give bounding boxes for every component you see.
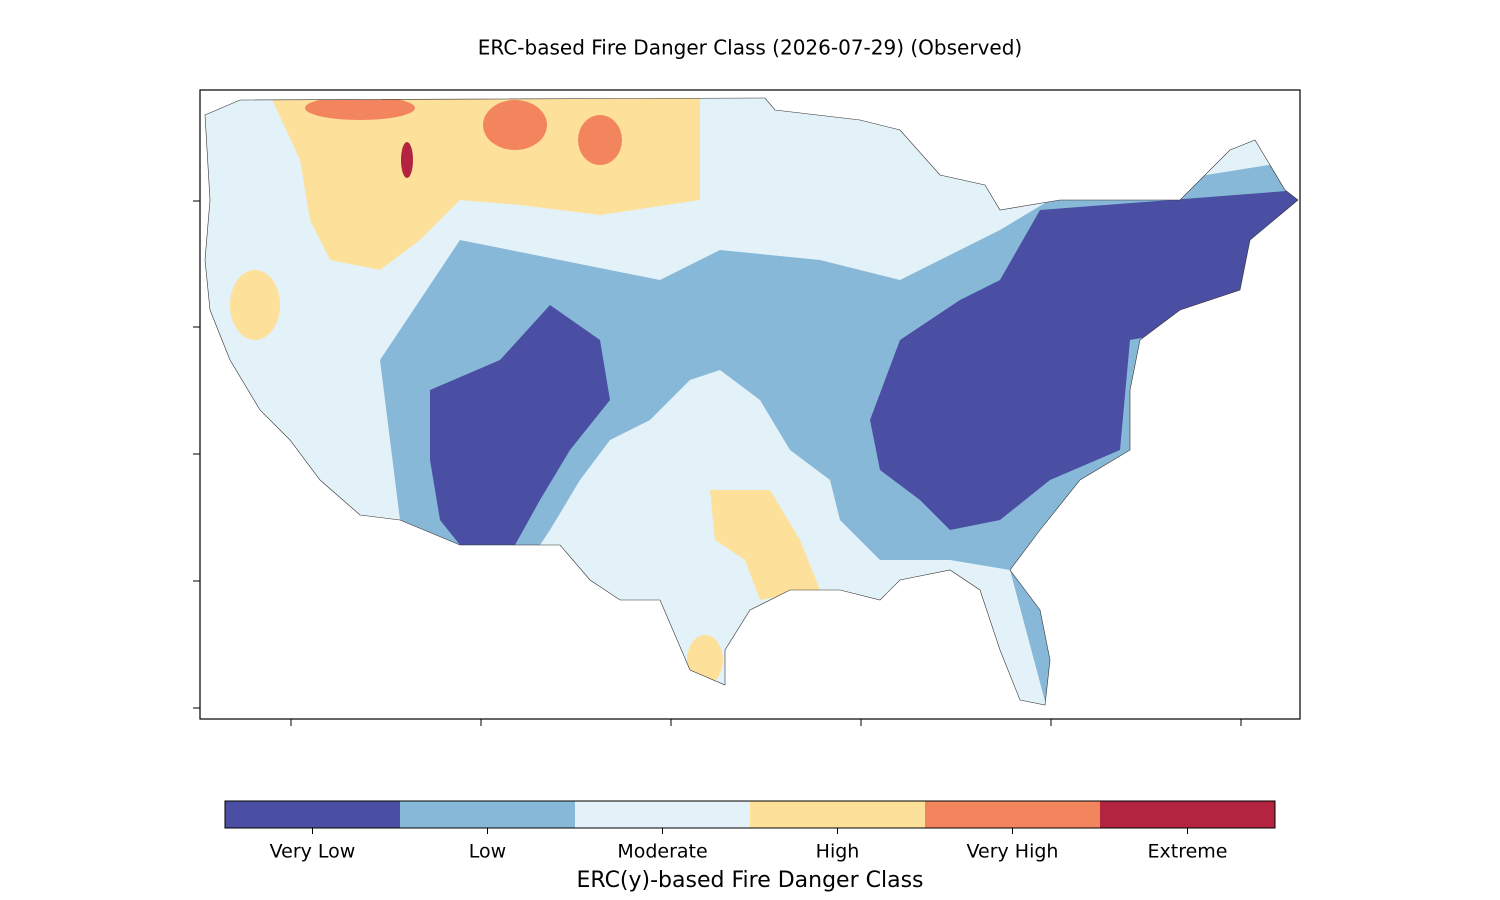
map-title: ERC-based Fire Danger Class (2026-07-29)… [478,36,1022,60]
region [430,305,610,545]
region [687,635,723,685]
frame-ticks [193,200,1242,726]
region [578,115,622,165]
colorbar-tick-label: Extreme [1148,841,1228,863]
colorbar-segment [225,801,401,828]
region [870,190,1298,530]
region [401,142,413,178]
region [483,100,547,150]
region [710,490,820,600]
colorbar-segment [925,801,1101,828]
map-frame [199,89,1301,720]
region [305,98,415,120]
colorbar-segment [750,801,926,828]
colorbar-segment [575,801,751,828]
colorbar-segment [1100,801,1276,828]
colorbar-tick-label: High [816,841,860,863]
colorbar-label: ERC(y)-based Fire Danger Class [576,868,923,893]
colorbar-tick-label: Low [469,841,506,863]
colorbar: Very Low Low Moderate High Very High Extreme [224,800,1276,863]
danger-map [205,98,1298,705]
colorbar-segment [400,801,576,828]
colorbar-frame [224,800,1276,829]
colorbar-tick-label: Very Low [270,841,356,863]
colorbar-tick-label: Moderate [617,841,707,863]
colorbar-tick-label: Very High [967,841,1059,863]
region [230,270,280,340]
